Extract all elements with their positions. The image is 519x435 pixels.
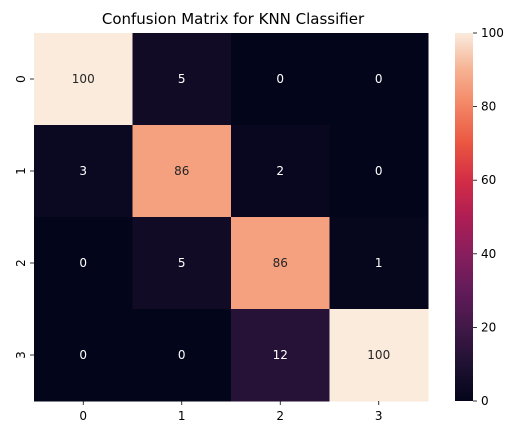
heatmap-cell — [34, 125, 133, 218]
colorbar-tick-label: 100 — [481, 26, 504, 40]
cell-value-label: 100 — [367, 348, 390, 362]
heatmap-cell — [34, 217, 133, 310]
y-tick-label: 2 — [14, 259, 28, 267]
cell-value-label: 86 — [174, 164, 189, 178]
heatmap-cell — [34, 309, 133, 402]
cell-value-label: 1 — [375, 256, 383, 270]
heatmap-cell — [132, 309, 232, 402]
cell-value-label: 5 — [178, 72, 186, 86]
cell-value-label: 2 — [276, 164, 284, 178]
heatmap-cell — [329, 33, 429, 126]
heatmap-cell — [231, 309, 330, 402]
heatmap-cell — [329, 125, 429, 218]
cell-value-label: 0 — [375, 72, 383, 86]
x-tick-label: 0 — [79, 409, 87, 423]
cell-value-label: 100 — [72, 72, 95, 86]
x-tick-label: 3 — [375, 409, 383, 423]
x-tick-label: 2 — [276, 409, 284, 423]
colorbar-tick-label: 40 — [481, 247, 496, 261]
colorbar — [455, 33, 473, 401]
y-tick-label: 0 — [14, 75, 28, 83]
chart-title: Confusion Matrix for KNN Classifier — [102, 10, 365, 28]
cell-value-label: 3 — [79, 164, 87, 178]
cell-value-label: 0 — [79, 256, 87, 270]
cell-value-label: 12 — [273, 348, 288, 362]
cell-value-label: 0 — [79, 348, 87, 362]
heatmap-cells: 100 5 0 03 86 2 00 5 86 10 0 12 100 — [34, 33, 429, 402]
colorbar-tick-label: 0 — [481, 394, 489, 408]
heatmap-cell — [132, 125, 232, 218]
heatmap-cell — [34, 33, 133, 126]
x-axis-ticks: 0 1 2 3 — [79, 401, 383, 423]
cell-value-label: 5 — [178, 256, 186, 270]
cell-value-label: 0 — [276, 72, 284, 86]
cell-value-label: 0 — [178, 348, 186, 362]
colorbar-ticks: 0 20 40 60 80 100 — [473, 26, 504, 408]
colorbar-tick-label: 20 — [481, 320, 496, 334]
y-axis-ticks: 0 1 2 3 — [14, 75, 34, 359]
heatmap-cell — [329, 309, 429, 402]
y-tick-label: 3 — [14, 351, 28, 359]
heatmap-cell — [132, 33, 232, 126]
cell-value-label: 0 — [375, 164, 383, 178]
heatmap-cell — [329, 217, 429, 310]
heatmap-cell — [231, 125, 330, 218]
y-tick-label: 1 — [14, 167, 28, 175]
heatmap-cell — [231, 33, 330, 126]
heatmap-cell — [132, 217, 232, 310]
x-tick-label: 1 — [178, 409, 186, 423]
colorbar-tick-label: 60 — [481, 173, 496, 187]
heatmap-cell — [231, 217, 330, 310]
colorbar-tick-label: 80 — [481, 100, 496, 114]
cell-value-label: 86 — [273, 256, 288, 270]
